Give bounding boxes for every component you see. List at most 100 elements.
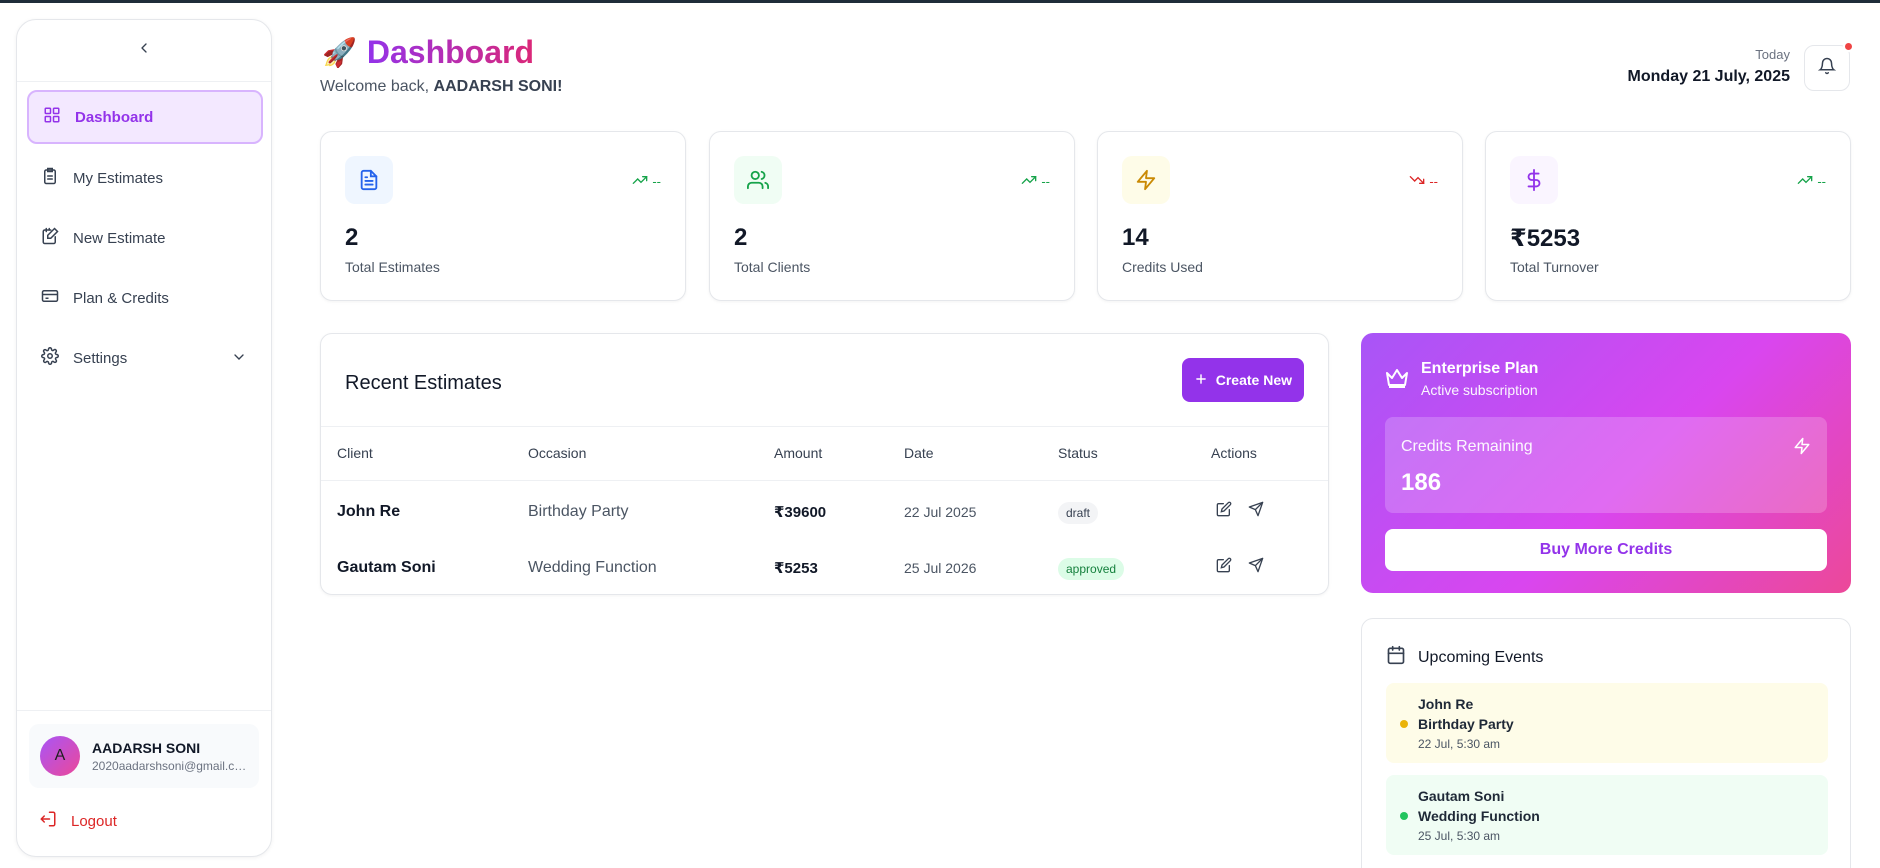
stat-label: Total Estimates [345,259,440,275]
recent-estimates-panel: Recent Estimates Create New Client Occas… [320,333,1329,595]
client-cell: Gautam Soni [337,559,436,576]
page-title-text: Dashboard [366,34,535,70]
send-button[interactable] [1246,501,1266,521]
logout-button[interactable]: Logout [39,810,117,832]
date-cell: 25 Jul 2026 [904,560,977,576]
status-badge: draft [1058,502,1099,524]
trending-up-icon [632,172,648,191]
table-row[interactable]: Gautam Soni Wedding Function ₹5253 25 Ju… [321,539,1328,594]
buy-more-credits-button[interactable]: Buy More Credits [1385,529,1827,571]
user-name: AADARSH SONI [92,739,201,756]
sidebar-divider [17,710,271,711]
logout-label: Logout [71,812,117,830]
welcome-user-name: AADARSH SONI! [433,78,563,95]
stat-label: Total Turnover [1510,259,1599,275]
credit-card-icon [41,287,59,309]
create-new-button[interactable]: Create New [1181,358,1304,402]
amount-cell: ₹39600 [774,504,827,521]
recent-estimates-title: Recent Estimates [345,372,502,394]
avatar: A [40,736,80,776]
event-item[interactable]: Gautam Soni Wedding Function 25 Jul, 5:3… [1386,775,1828,855]
user-email: 2020aadarshsoni@gmail.com [92,758,247,773]
credits-remaining-value: 186 [1401,469,1442,496]
sidebar: Dashboard My Estimates New Estimate Plan… [16,19,272,857]
edit-button[interactable] [1214,557,1234,577]
stat-value: 2 [345,224,359,251]
stat-card-total-turnover: -- ₹5253 Total Turnover [1485,131,1851,301]
trending-down-icon [1409,172,1425,191]
edit-icon [1216,557,1232,578]
dollar-icon [1510,156,1558,204]
event-time: 22 Jul, 5:30 am [1418,737,1501,751]
sidebar-item-plan-credits[interactable]: Plan & Credits [27,271,263,325]
stat-label: Credits Used [1122,259,1203,275]
sidebar-item-label: My Estimates [73,169,164,187]
plan-status: Active subscription [1421,382,1538,398]
event-occasion: Birthday Party [1418,716,1514,732]
sidebar-item-label: Settings [73,349,128,367]
sidebar-item-settings[interactable]: Settings [27,331,263,385]
notepad-edit-icon [41,227,59,249]
grid-icon [43,106,61,128]
column-header-actions: Actions [1211,445,1257,461]
notification-badge [1843,41,1854,52]
users-icon [734,156,782,204]
event-item[interactable]: John Re Birthday Party 22 Jul, 5:30 am [1386,683,1828,763]
window-top-bar [0,0,1880,3]
bell-icon [1817,57,1837,80]
credits-remaining-box: Credits Remaining 186 [1385,417,1827,513]
edit-button[interactable] [1214,501,1234,521]
stat-card-total-clients: -- 2 Total Clients [709,131,1075,301]
stat-label: Total Clients [734,259,811,275]
chevron-left-icon [136,40,152,61]
stat-value: 14 [1122,224,1149,251]
trend-indicator: -- [1409,172,1438,191]
sidebar-item-my-estimates[interactable]: My Estimates [27,151,263,205]
sidebar-item-label: Dashboard [75,108,154,126]
upcoming-events-header: Upcoming Events [1386,645,1543,670]
crown-icon [1385,366,1409,395]
stat-value: ₹5253 [1510,225,1581,252]
credits-remaining-label: Credits Remaining [1401,438,1533,455]
document-icon [345,156,393,204]
column-header-date: Date [904,445,934,461]
trend-indicator: -- [1797,172,1826,191]
column-header-client: Client [337,445,373,461]
column-header-amount: Amount [774,445,823,461]
send-button[interactable] [1246,557,1266,577]
plan-name: Enterprise Plan [1421,360,1539,377]
sidebar-item-label: New Estimate [73,229,166,247]
notifications-button[interactable] [1804,41,1854,91]
date-cell: 22 Jul 2025 [904,504,977,520]
sidebar-item-dashboard[interactable]: Dashboard [27,90,263,144]
client-cell: John Re [337,503,401,520]
chevron-down-icon [231,349,247,369]
trend-indicator: -- [632,172,661,191]
sidebar-item-new-estimate[interactable]: New Estimate [27,211,263,265]
logout-icon [39,810,57,832]
column-header-status: Status [1058,445,1098,461]
trending-up-icon [1021,172,1037,191]
event-time: 25 Jul, 5:30 am [1418,829,1501,843]
send-icon [1248,501,1264,522]
edit-icon [1216,501,1232,522]
occasion-cell: Birthday Party [528,503,629,520]
user-profile-card[interactable]: A AADARSH SONI 2020aadarshsoni@gmail.com [29,724,259,788]
event-status-dot [1400,720,1408,728]
lightning-icon [1122,156,1170,204]
calendar-icon [1386,645,1406,670]
event-client: Gautam Soni [1418,788,1505,804]
plus-icon [1194,372,1208,389]
sidebar-item-label: Plan & Credits [73,289,169,307]
collapse-sidebar-button[interactable] [17,20,271,82]
lightning-icon [1793,437,1811,460]
column-header-occasion: Occasion [528,445,587,461]
stat-value: 2 [734,224,748,251]
gear-icon [41,347,59,369]
occasion-cell: Wedding Function [528,559,657,576]
stat-card-credits-used: -- 14 Credits Used [1097,131,1463,301]
rocket-icon: 🚀 [322,37,357,68]
status-badge: approved [1058,558,1125,580]
table-row[interactable]: John Re Birthday Party ₹39600 22 Jul 202… [321,483,1328,539]
subscription-plan-card: Enterprise Plan Active subscription Cred… [1361,333,1851,593]
